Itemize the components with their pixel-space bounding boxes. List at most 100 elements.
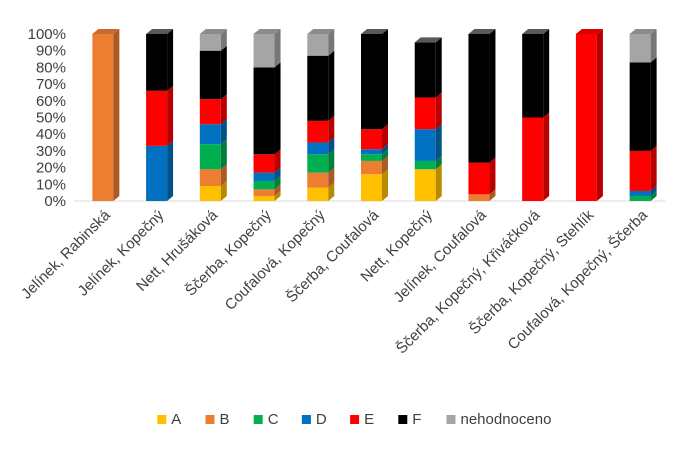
x-tick-label: Jelínek, Rabinská: [18, 206, 114, 302]
bar-stack: [92, 29, 120, 201]
bar-top: [468, 29, 496, 34]
bar-top: [629, 29, 657, 34]
bar-stack: [414, 37, 442, 201]
bars: [92, 29, 657, 201]
bar-stack: [199, 29, 227, 201]
bar-segment: [575, 34, 597, 201]
bar-segment-side: [328, 29, 335, 56]
bar-segment: [146, 34, 168, 91]
bar-segment: [199, 124, 221, 145]
bar-segment: [307, 187, 329, 201]
bar-segment: [307, 172, 329, 188]
bar-segment: [361, 34, 382, 130]
bar-segment: [199, 144, 221, 170]
bar-stack: [146, 29, 174, 201]
bar-segment-side: [328, 137, 335, 155]
bar-segment: [253, 180, 275, 190]
bar-segment-side: [382, 29, 388, 130]
bar-segment-side: [274, 62, 281, 155]
bar-segment: [629, 190, 651, 196]
bar-segment-side: [220, 94, 227, 125]
bar-segment: [253, 154, 275, 173]
bar-segment: [468, 194, 490, 201]
bar-stack: [575, 29, 603, 201]
y-tick-label: 70%: [36, 76, 66, 93]
bar-segment-side: [650, 145, 657, 191]
legend-swatch: [398, 415, 408, 424]
bar-segment: [361, 129, 382, 150]
bar-segment-side: [328, 182, 335, 201]
bar-segment-side: [435, 124, 442, 161]
bar-segment: [629, 34, 651, 63]
bar-segment: [629, 150, 651, 191]
bar-stack: [522, 29, 550, 201]
y-tick-label: 10%: [36, 176, 66, 193]
bar-top: [575, 29, 603, 34]
bar-segment-side: [543, 29, 550, 118]
bar-top: [146, 29, 174, 34]
bar-segment-side: [167, 29, 174, 91]
legend-label: A: [171, 411, 181, 428]
bar-segment-side: [489, 189, 496, 201]
legend-item: A: [157, 411, 181, 428]
bar-segment: [468, 162, 490, 195]
bar-segment: [253, 34, 275, 68]
bar-segment-side: [596, 29, 603, 201]
bar-segment: [307, 154, 329, 173]
bar-segment: [307, 120, 329, 143]
bar-segment-side: [489, 29, 496, 163]
bar-segment: [199, 34, 221, 51]
bar-segment: [414, 169, 436, 201]
bar-segment-side: [274, 190, 281, 201]
legend-label: B: [220, 411, 230, 428]
bar-segment: [361, 160, 382, 175]
legend-swatch: [301, 415, 311, 424]
bar-segment: [253, 189, 275, 196]
y-tick-label: 30%: [36, 143, 66, 160]
y-tick-label: 100%: [28, 26, 66, 43]
bar-segment: [199, 99, 221, 125]
bar-top: [253, 29, 281, 34]
bar-segment: [199, 50, 221, 100]
bar-segment: [414, 97, 436, 130]
y-tick-label: 50%: [36, 110, 66, 127]
bar-segment-side: [220, 164, 227, 186]
bar-segment: [307, 55, 329, 121]
legend-label: E: [364, 411, 374, 428]
bar-segment: [361, 149, 382, 155]
legend-item: C: [253, 411, 279, 428]
bar-segment: [146, 145, 168, 201]
x-tick-label: Ščerba, Coufalová: [283, 206, 383, 306]
bar-stack: [253, 29, 281, 201]
y-tick-label: 0%: [44, 193, 66, 210]
bar-segment-side: [489, 157, 496, 195]
legend-item: nehodnoceno: [446, 411, 551, 428]
bar-segment: [629, 62, 651, 151]
bar-segment-side: [328, 149, 335, 173]
bar-segment: [414, 129, 436, 161]
bar-segment-side: [220, 119, 227, 145]
bar-segment-side: [650, 57, 657, 151]
bar-segment: [629, 195, 651, 201]
bar-segment-side: [328, 115, 335, 143]
bar-segment: [522, 34, 544, 118]
legend-label: D: [316, 411, 327, 428]
bar-segment-side: [435, 155, 442, 170]
bar-segment-side: [328, 167, 335, 188]
bar-segment-side: [274, 149, 281, 173]
y-axis: 0%10%20%30%40%50%60%70%80%90%100%: [28, 26, 66, 210]
bar-stack: [307, 29, 335, 201]
bar-segment: [146, 90, 168, 146]
bar-top: [361, 29, 388, 34]
bar-segment-side: [274, 184, 281, 196]
bar-segment-side: [382, 149, 388, 161]
bar-top: [307, 29, 335, 34]
legend-item: E: [350, 411, 374, 428]
y-tick-label: 60%: [36, 93, 66, 110]
bar-segment: [92, 34, 114, 201]
bar-segment: [361, 154, 382, 161]
bar-segment-side: [435, 164, 442, 201]
bar-top: [414, 37, 442, 43]
bar-segment: [253, 172, 275, 181]
